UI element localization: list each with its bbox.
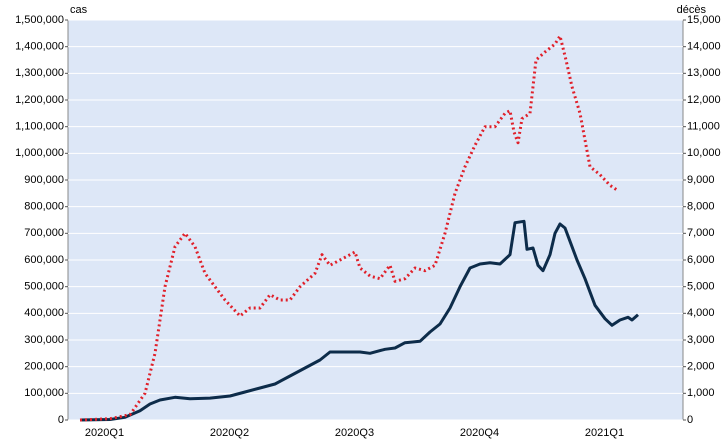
y2-tick-label: 12,000 xyxy=(687,94,721,106)
y2-tick-label: 13,000 xyxy=(687,67,721,79)
y-axis-title: cas xyxy=(70,4,88,16)
x-tick-label: 2020Q3 xyxy=(335,427,374,439)
x-tick-label: 2021Q1 xyxy=(585,427,624,439)
x-tick-label: 2020Q4 xyxy=(460,427,499,439)
y-tick-label: 900,000 xyxy=(24,174,64,186)
y2-tick-label: 0 xyxy=(687,414,693,426)
y2-tick-label: 15,000 xyxy=(687,14,721,26)
y2-tick-label: 11,000 xyxy=(687,121,720,133)
y-tick-label: 800,000 xyxy=(24,201,64,213)
series-line xyxy=(79,219,639,422)
x-tick-label: 2020Q1 xyxy=(85,427,124,439)
y2-tick-label: 5,000 xyxy=(687,281,715,293)
plot-area xyxy=(67,19,684,421)
x-tick-label: 2020Q2 xyxy=(210,427,249,439)
y-tick-label: 1,500,000 xyxy=(15,14,64,26)
y2-tick-label: 4,000 xyxy=(687,307,715,319)
y-tick-label: 500,000 xyxy=(24,281,64,293)
y2-axis-title: décès xyxy=(677,4,707,16)
y2-tick-label: 9,000 xyxy=(687,174,715,186)
y2-tick-label: 10,000 xyxy=(687,147,721,159)
y2-tick-label: 14,000 xyxy=(687,41,721,53)
y2-tick-label: 2,000 xyxy=(687,361,715,373)
y2-tick-label: 8,000 xyxy=(687,201,715,213)
series-line xyxy=(79,34,619,422)
y-tick-label: 1,000,000 xyxy=(15,147,64,159)
y-tick-label: 300,000 xyxy=(24,334,64,346)
y-tick-label: 1,400,000 xyxy=(15,41,64,53)
y2-tick-label: 3,000 xyxy=(687,334,715,346)
y-tick-label: 600,000 xyxy=(24,254,64,266)
y-tick-label: 100,000 xyxy=(24,387,64,399)
y2-tick-label: 6,000 xyxy=(687,254,715,266)
y2-tick-label: 1,000 xyxy=(687,387,715,399)
y-tick-label: 1,300,000 xyxy=(15,67,64,79)
y-tick-label: 700,000 xyxy=(24,227,64,239)
y2-tick-label: 7,000 xyxy=(687,227,715,239)
y-tick-label: 0 xyxy=(58,414,64,426)
y-tick-label: 400,000 xyxy=(24,307,64,319)
y-tick-label: 200,000 xyxy=(24,361,64,373)
y-tick-label: 1,100,000 xyxy=(15,121,64,133)
y-tick-label: 1,200,000 xyxy=(15,94,64,106)
